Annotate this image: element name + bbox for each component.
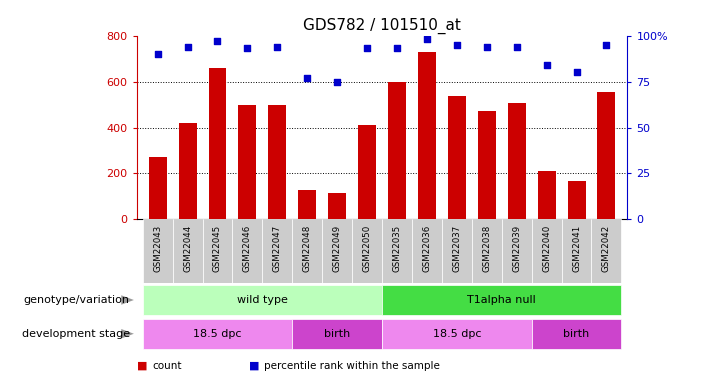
Bar xyxy=(531,219,562,283)
Text: ■: ■ xyxy=(137,361,147,370)
Point xyxy=(391,45,402,51)
Point xyxy=(212,38,223,44)
Text: GSM22041: GSM22041 xyxy=(572,225,581,272)
Text: genotype/variation: genotype/variation xyxy=(24,295,130,305)
Point xyxy=(362,45,373,51)
Point xyxy=(421,36,433,42)
Point xyxy=(541,62,552,68)
Text: wild type: wild type xyxy=(237,295,288,305)
Bar xyxy=(322,219,352,283)
Text: GSM22045: GSM22045 xyxy=(213,225,222,272)
Bar xyxy=(233,219,262,283)
Text: GSM22044: GSM22044 xyxy=(183,225,192,272)
Text: GSM22047: GSM22047 xyxy=(273,225,282,272)
Bar xyxy=(358,125,376,219)
Text: GSM22037: GSM22037 xyxy=(452,225,461,272)
Text: GSM22043: GSM22043 xyxy=(153,225,162,272)
Bar xyxy=(388,82,406,219)
Polygon shape xyxy=(121,329,134,339)
Text: GSM22049: GSM22049 xyxy=(333,225,341,272)
Text: development stage: development stage xyxy=(22,329,130,339)
Bar xyxy=(292,319,382,349)
Bar xyxy=(442,219,472,283)
Bar xyxy=(143,285,382,315)
Text: birth: birth xyxy=(564,329,590,339)
Bar xyxy=(352,219,382,283)
Bar xyxy=(568,182,585,219)
Text: percentile rank within the sample: percentile rank within the sample xyxy=(264,361,440,370)
Bar xyxy=(418,52,436,219)
Bar xyxy=(597,92,615,219)
Bar xyxy=(562,219,592,283)
Text: 18.5 dpc: 18.5 dpc xyxy=(433,329,481,339)
Text: count: count xyxy=(152,361,182,370)
Text: birth: birth xyxy=(324,329,350,339)
Bar xyxy=(502,219,531,283)
Bar xyxy=(412,219,442,283)
Text: GSM22048: GSM22048 xyxy=(303,225,312,272)
Bar xyxy=(268,105,286,219)
Point xyxy=(272,44,283,50)
Title: GDS782 / 101510_at: GDS782 / 101510_at xyxy=(303,18,461,34)
Text: 18.5 dpc: 18.5 dpc xyxy=(193,329,242,339)
Bar xyxy=(179,123,196,219)
Text: GSM22040: GSM22040 xyxy=(542,225,551,272)
Bar xyxy=(508,104,526,219)
Point xyxy=(571,69,582,75)
Text: GSM22046: GSM22046 xyxy=(243,225,252,272)
Text: ■: ■ xyxy=(249,361,259,370)
Point xyxy=(242,45,253,51)
Bar xyxy=(531,319,621,349)
Text: GSM22050: GSM22050 xyxy=(362,225,372,272)
Bar xyxy=(208,68,226,219)
Bar xyxy=(472,219,502,283)
Bar xyxy=(592,219,621,283)
Point xyxy=(451,42,463,48)
Bar xyxy=(298,189,316,219)
Bar xyxy=(478,111,496,219)
Bar xyxy=(382,219,412,283)
Bar xyxy=(203,219,233,283)
Point xyxy=(301,75,313,81)
Bar xyxy=(238,105,257,219)
Bar xyxy=(538,171,556,219)
Bar xyxy=(172,219,203,283)
Text: GSM22042: GSM22042 xyxy=(602,225,611,272)
Bar xyxy=(382,319,531,349)
Bar xyxy=(382,285,621,315)
Bar xyxy=(143,219,172,283)
Point xyxy=(601,42,612,48)
Bar xyxy=(328,193,346,219)
Text: GSM22036: GSM22036 xyxy=(423,225,431,272)
Point xyxy=(332,79,343,85)
Bar xyxy=(143,319,292,349)
Point xyxy=(182,44,193,50)
Bar xyxy=(292,219,322,283)
Text: GSM22038: GSM22038 xyxy=(482,225,491,272)
Point xyxy=(511,44,522,50)
Text: T1alpha null: T1alpha null xyxy=(468,295,536,305)
Bar xyxy=(262,219,292,283)
Bar xyxy=(149,158,167,219)
Point xyxy=(481,44,492,50)
Bar xyxy=(448,96,466,219)
Text: GSM22035: GSM22035 xyxy=(393,225,402,272)
Polygon shape xyxy=(121,295,134,305)
Text: GSM22039: GSM22039 xyxy=(512,225,521,272)
Point xyxy=(152,51,163,57)
